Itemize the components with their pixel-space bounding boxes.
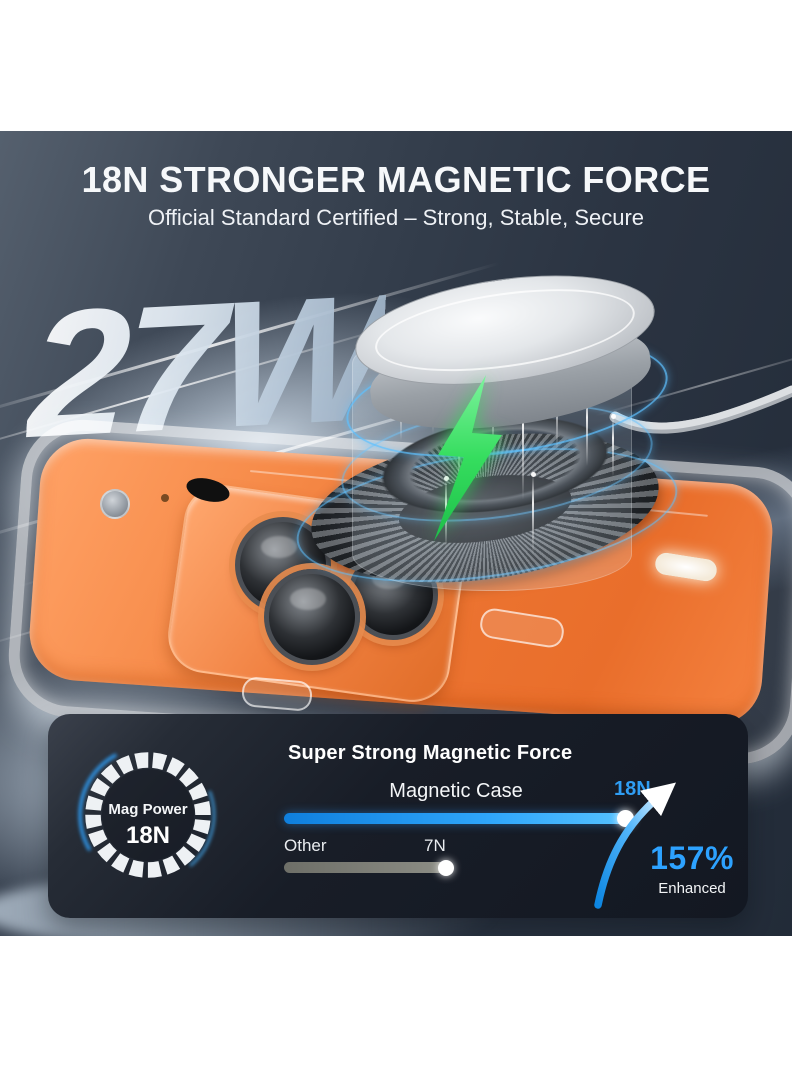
- gray-progress-bar: [284, 862, 447, 873]
- magnetic-ring-badge: Mag Power 18N: [64, 731, 232, 899]
- magnetic-force-panel: Mag Power 18N Super Strong Magnetic Forc…: [48, 714, 748, 918]
- lidar-sensor: [100, 489, 130, 519]
- field-line: [530, 472, 536, 555]
- growth-arrow-icon: [594, 782, 677, 909]
- bar-label-other: Other: [284, 836, 327, 855]
- side-button: [240, 676, 314, 712]
- badge-label: Mag Power: [108, 801, 188, 818]
- panel-title: Super Strong Magnetic Force: [288, 742, 573, 764]
- badge-value: 18N: [125, 822, 171, 849]
- bar-label-magnetic-case: Magnetic Case: [389, 780, 523, 802]
- segmented-ring-icon: [78, 745, 218, 885]
- bar-end-dot: [438, 859, 454, 876]
- blue-progress-bar: [284, 813, 626, 824]
- field-line: [610, 414, 616, 477]
- lightning-bolt-icon: [434, 375, 502, 541]
- mic-hole: [161, 494, 169, 502]
- camera-lens: [264, 569, 360, 665]
- page-subtitle: Official Standard Certified – Strong, St…: [147, 205, 645, 230]
- page-title: 18N STRONGER MAGNETIC FORCE: [81, 159, 711, 200]
- bar-value-other: 7N: [424, 836, 446, 855]
- scene-background: 27W 18N STRONGER MAGNETIC FORCE Official…: [0, 131, 792, 936]
- enhancement-label: Enhanced: [658, 880, 726, 897]
- enhancement-value: 157%: [650, 840, 734, 876]
